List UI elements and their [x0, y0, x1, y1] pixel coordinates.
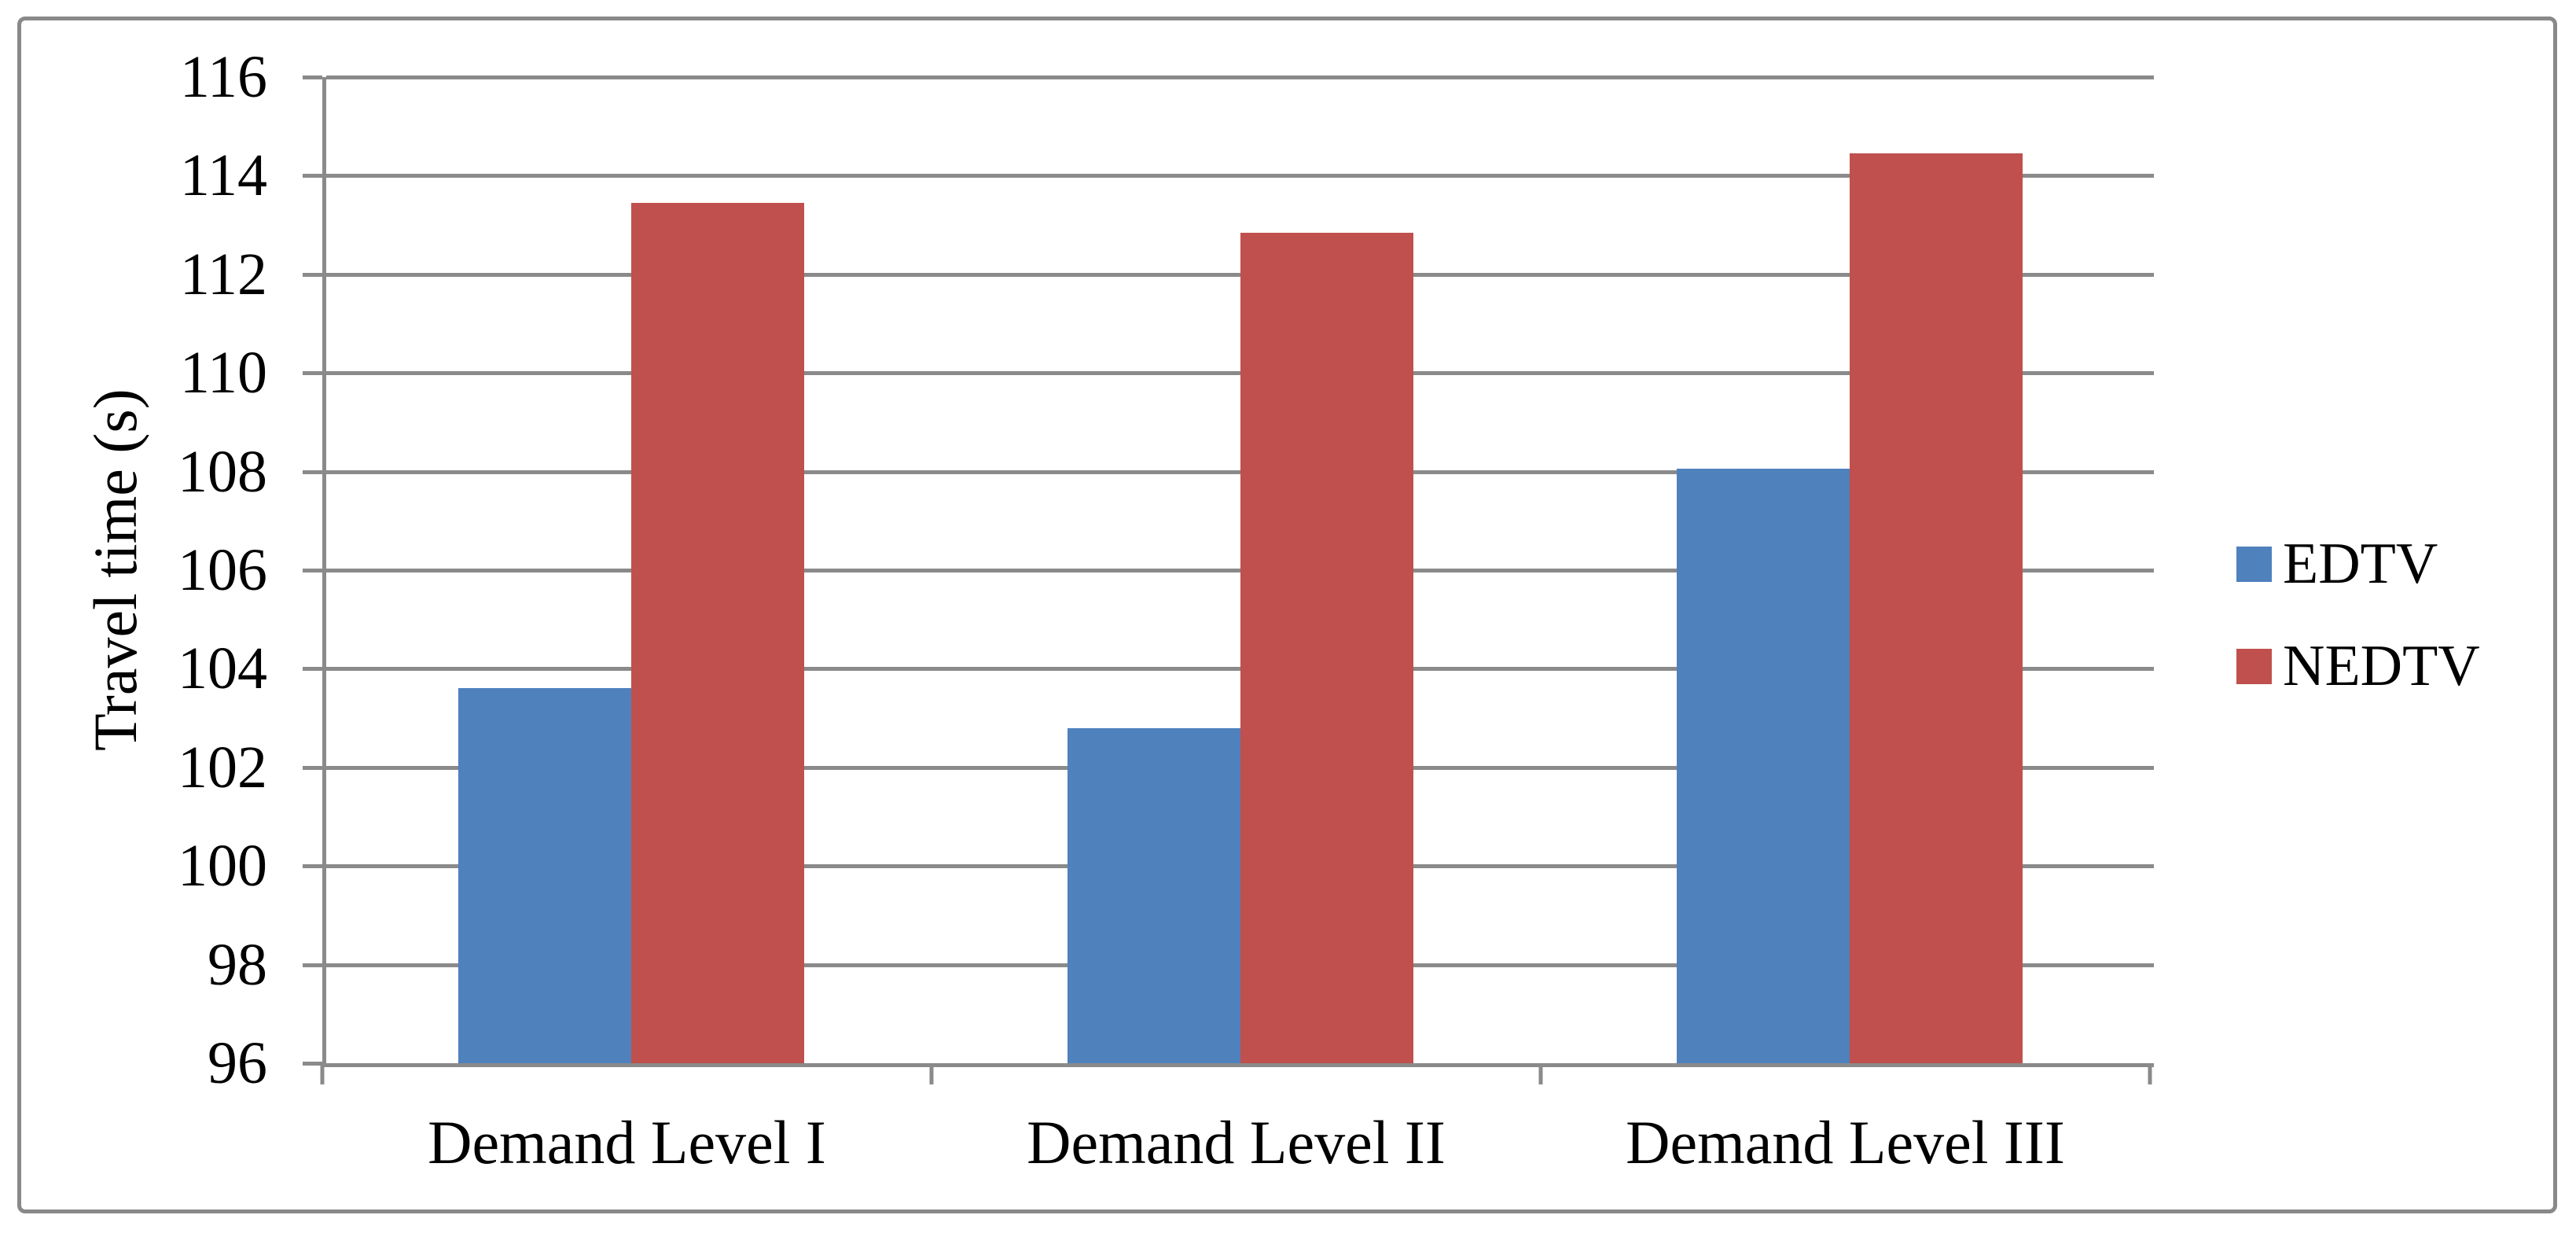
y-tick-label: 98 — [208, 931, 267, 998]
plot-area — [322, 75, 2154, 1067]
y-tick-label: 96 — [208, 1030, 267, 1096]
bar-edtv — [458, 688, 631, 1063]
legend-swatch-edtv — [2236, 546, 2272, 582]
x-tick-mark — [2148, 1063, 2152, 1084]
legend-label: EDTV — [2283, 532, 2438, 596]
x-tick-mark — [320, 1063, 325, 1084]
legend: EDTV NEDTV — [2236, 528, 2480, 701]
y-tick-mark — [303, 469, 322, 474]
x-tick-mark — [1538, 1063, 1543, 1084]
legend-swatch-nedtv — [2236, 648, 2272, 684]
legend-item: EDTV — [2236, 528, 2480, 599]
y-tick-label: 100 — [178, 833, 267, 900]
y-tick-label: 106 — [178, 537, 267, 603]
bar-edtv — [1067, 727, 1240, 1063]
bar-nedtv — [1240, 232, 1413, 1063]
bar-group — [935, 77, 1545, 1063]
category-label: Demand Level III — [1626, 1108, 2065, 1176]
y-tick-label: 110 — [179, 340, 267, 407]
gridline — [326, 75, 2154, 79]
category-label: Demand Level II — [1027, 1108, 1446, 1176]
y-tick-mark — [303, 371, 322, 376]
x-tick-mark — [929, 1063, 934, 1084]
x-axis-ticks — [320, 1063, 2152, 1084]
bar-group — [1545, 77, 2154, 1063]
y-tick-label: 112 — [179, 241, 267, 307]
bar-nedtv — [630, 202, 804, 1063]
y-tick-label: 114 — [179, 142, 267, 209]
y-tick-mark — [303, 569, 322, 572]
bar-edtv — [1676, 469, 1850, 1063]
y-tick-label: 104 — [178, 635, 267, 702]
y-tick-mark — [303, 864, 322, 869]
gridline — [326, 174, 2154, 179]
y-tick-mark — [303, 1062, 322, 1066]
y-tick-mark — [303, 174, 322, 179]
x-axis-category-labels: Demand Level I Demand Level II Demand Leve… — [322, 1099, 2150, 1186]
legend-label: NEDTV — [2283, 634, 2480, 698]
bar-nedtv — [1849, 153, 2023, 1063]
legend-item: NEDTV — [2236, 631, 2480, 701]
y-tick-label: 108 — [178, 438, 267, 505]
y-tick-mark — [303, 272, 322, 277]
bar-group — [326, 77, 935, 1063]
y-tick-mark — [303, 667, 322, 672]
y-tick-label: 102 — [178, 734, 267, 801]
y-axis-tick-labels: 96 98 100 102 104 106 108 110 112 114 116 — [0, 47, 267, 1093]
category-label: Demand Level I — [428, 1108, 826, 1176]
y-tick-label: 116 — [179, 44, 267, 110]
y-axis-ticks — [303, 75, 322, 1066]
y-tick-mark — [303, 963, 322, 967]
y-tick-mark — [303, 75, 322, 79]
y-tick-mark — [303, 765, 322, 770]
